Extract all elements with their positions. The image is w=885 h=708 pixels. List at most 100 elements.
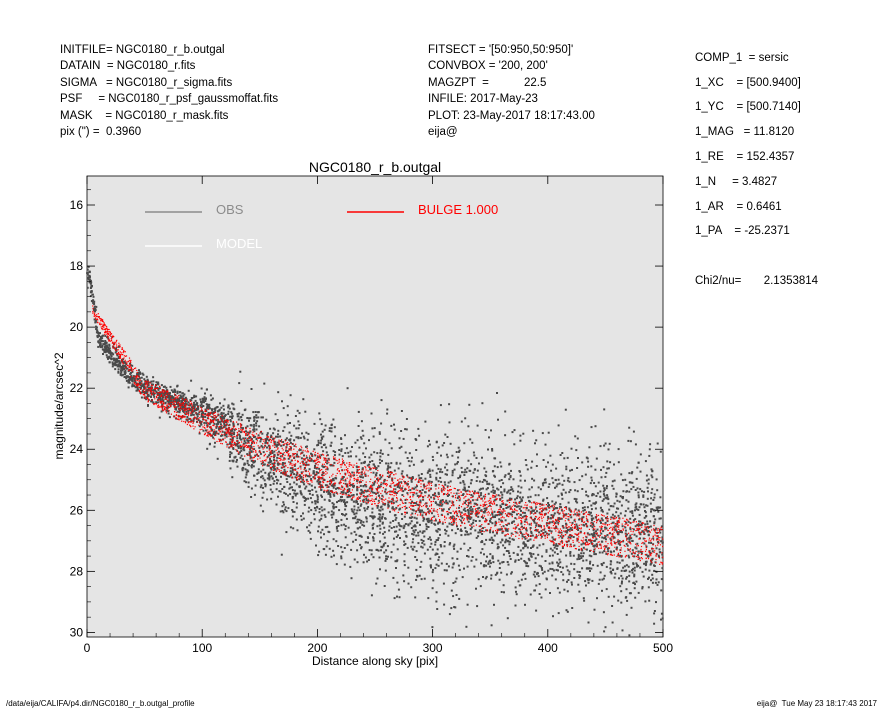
bulge-point	[322, 480, 324, 482]
obs-point	[370, 594, 373, 597]
obs-point	[565, 531, 568, 534]
obs-point	[658, 548, 661, 551]
obs-point	[292, 527, 295, 530]
obs-point	[366, 507, 369, 510]
obs-point	[377, 494, 380, 497]
obs-point	[508, 522, 511, 525]
obs-point	[525, 464, 528, 467]
bulge-point	[583, 513, 585, 516]
bulge-point	[278, 442, 280, 444]
bulge-point	[109, 340, 111, 342]
obs-point	[86, 286, 89, 289]
bulge-point	[480, 531, 482, 533]
bulge-point	[284, 440, 286, 442]
obs-point	[186, 416, 189, 418]
obs-point	[334, 435, 337, 438]
obs-point	[178, 411, 181, 414]
obs-point	[285, 478, 288, 481]
obs-point	[285, 531, 288, 534]
obs-point	[595, 532, 598, 535]
obs-point	[226, 443, 229, 446]
bulge-point	[435, 488, 437, 490]
obs-point	[146, 385, 149, 388]
bulge-point	[209, 426, 211, 428]
bulge-point	[613, 518, 615, 520]
obs-point	[137, 373, 140, 376]
obs-point	[500, 485, 502, 488]
bulge-point	[394, 477, 396, 479]
obs-point	[99, 332, 101, 335]
obs-point	[305, 485, 308, 488]
obs-point	[403, 544, 406, 546]
obs-point	[393, 526, 396, 529]
obs-point	[273, 456, 275, 459]
obs-point	[494, 520, 497, 523]
obs-point	[201, 412, 203, 415]
obs-point	[638, 506, 641, 509]
obs-point	[553, 546, 556, 549]
obs-point	[468, 469, 471, 472]
obs-point	[493, 457, 496, 460]
obs-point	[377, 486, 379, 489]
obs-point	[253, 436, 255, 439]
bulge-point	[533, 519, 535, 521]
obs-point	[619, 530, 622, 533]
bulge-point	[225, 423, 227, 425]
obs-point	[628, 570, 631, 573]
obs-point	[506, 529, 509, 532]
obs-point	[212, 433, 215, 436]
obs-point	[311, 453, 314, 456]
obs-point	[504, 474, 507, 477]
obs-point	[486, 487, 489, 490]
obs-point	[185, 400, 187, 403]
obs-point	[561, 536, 564, 539]
obs-point	[512, 478, 515, 481]
obs-point	[372, 517, 375, 520]
obs-point	[629, 510, 632, 513]
obs-point	[650, 510, 652, 513]
bulge-point	[318, 477, 320, 479]
obs-point	[323, 428, 326, 431]
bulge-point	[273, 465, 275, 467]
obs-point	[125, 376, 128, 379]
obs-point	[552, 516, 554, 519]
obs-point	[341, 513, 343, 515]
bulge-point	[151, 399, 153, 401]
obs-point	[439, 468, 442, 471]
obs-point	[444, 473, 447, 476]
obs-point	[478, 462, 480, 465]
bulge-point	[437, 496, 439, 498]
obs-point	[400, 525, 403, 528]
obs-point	[468, 515, 471, 518]
obs-point	[379, 520, 382, 523]
obs-point	[460, 466, 463, 469]
obs-point	[307, 459, 310, 462]
obs-point	[485, 507, 488, 510]
obs-point	[253, 430, 256, 433]
bulge-point	[210, 435, 212, 437]
obs-point	[549, 567, 552, 570]
obs-point	[227, 404, 230, 407]
obs-point	[479, 525, 482, 528]
obs-point	[503, 591, 505, 594]
obs-point	[509, 558, 512, 560]
obs-point	[573, 544, 576, 547]
obs-point	[653, 493, 656, 496]
obs-point	[562, 579, 565, 582]
obs-point	[635, 562, 638, 565]
header-magzpt: MAGZPT = 22.5	[428, 77, 547, 89]
obs-point	[366, 560, 369, 563]
bulge-point	[525, 509, 527, 511]
obs-point	[340, 546, 343, 549]
bulge-point	[499, 508, 501, 511]
obs-point	[308, 524, 311, 527]
obs-point	[427, 597, 430, 600]
bulge-point	[351, 464, 353, 466]
obs-point	[511, 538, 514, 541]
obs-point	[485, 488, 488, 491]
obs-point	[97, 345, 100, 348]
obs-point	[356, 503, 359, 505]
obs-point	[535, 524, 538, 527]
bulge-point	[207, 408, 209, 411]
